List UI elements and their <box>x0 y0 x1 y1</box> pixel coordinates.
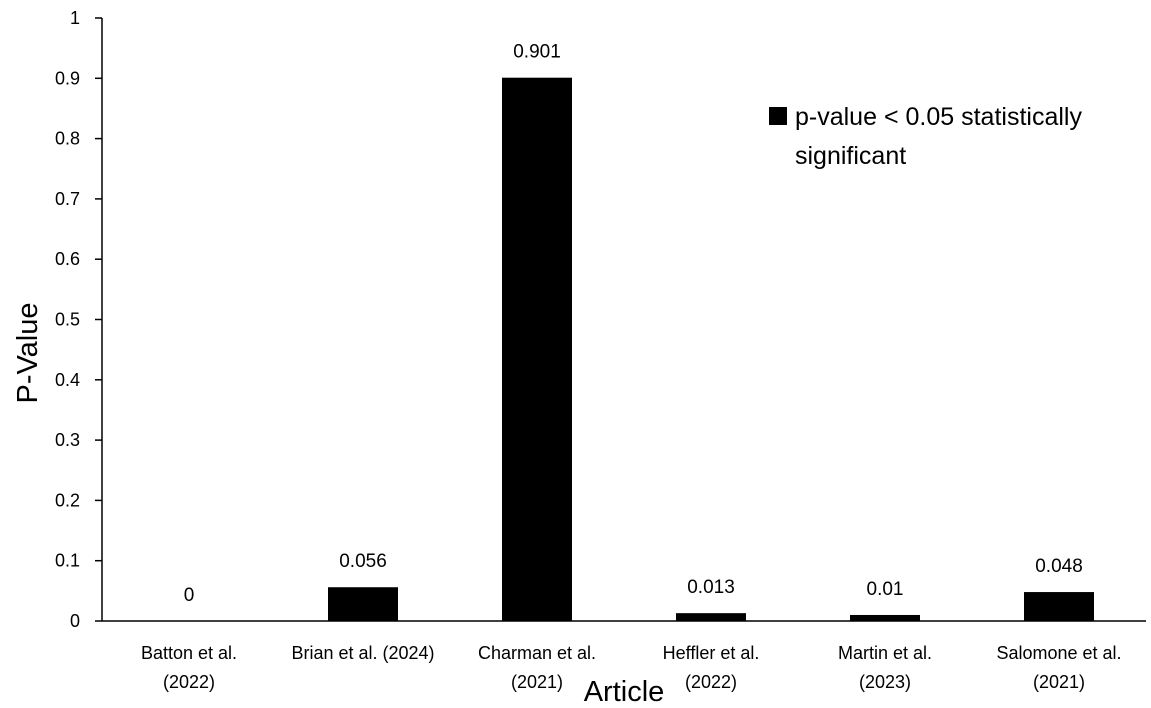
bar-data-label: 0.01 <box>867 579 904 600</box>
x-category-label: Charman et al. (2021) <box>478 643 596 692</box>
data-labels: 0 0.056 0.901 0.013 0.01 0.048 <box>184 42 1083 606</box>
bar-data-label: 0.056 <box>339 551 387 572</box>
bar <box>502 77 572 621</box>
y-tick-label: 0.8 <box>55 129 80 149</box>
bar-data-label: 0.901 <box>513 42 561 63</box>
legend: p-value < 0.05 statistically significant <box>769 103 1082 170</box>
x-axis-title: Article <box>584 676 665 708</box>
legend-swatch <box>769 107 787 125</box>
y-tick-label: 0.2 <box>55 490 80 510</box>
y-axis-title: P-Value <box>12 302 44 403</box>
bar <box>850 614 920 621</box>
bar-data-label: 0.013 <box>687 577 735 598</box>
bar-data-label: 0.048 <box>1035 556 1083 577</box>
x-category-label: Heffler et al. (2022) <box>663 643 760 692</box>
y-axis-ticks: 0 0.1 0.2 0.3 0.4 0.5 0.6 0.7 0.8 0.9 1 <box>55 8 102 631</box>
y-tick-label: 0.1 <box>55 551 80 571</box>
x-axis-categories: Batton et al. (2022) Brian et al. (2024) Ch… <box>141 643 1122 692</box>
x-category-label: Martin et al. (2023) <box>838 643 932 692</box>
y-tick-label: 0.3 <box>55 430 80 450</box>
y-tick-label: 0.9 <box>55 68 80 88</box>
legend-label-line-1: p-value < 0.05 statistically <box>795 103 1082 131</box>
y-tick-label: 1 <box>70 8 80 28</box>
y-tick-label: 0 <box>70 611 80 631</box>
bar <box>328 587 398 621</box>
x-category-label: Batton et al. (2022) <box>141 643 237 692</box>
y-tick-label: 0.7 <box>55 189 80 209</box>
bar-data-label: 0 <box>184 585 195 606</box>
y-tick-label: 0.6 <box>55 249 80 269</box>
y-tick-label: 0.5 <box>55 310 80 330</box>
y-tick-label: 0.4 <box>55 370 80 390</box>
bar <box>676 613 746 621</box>
bar <box>1024 592 1094 621</box>
legend-label-line-2: significant <box>795 142 906 170</box>
x-category-label: Salomone et al. (2021) <box>996 643 1121 692</box>
bars <box>328 77 1094 621</box>
x-category-label: Brian et al. (2024) <box>291 643 434 663</box>
